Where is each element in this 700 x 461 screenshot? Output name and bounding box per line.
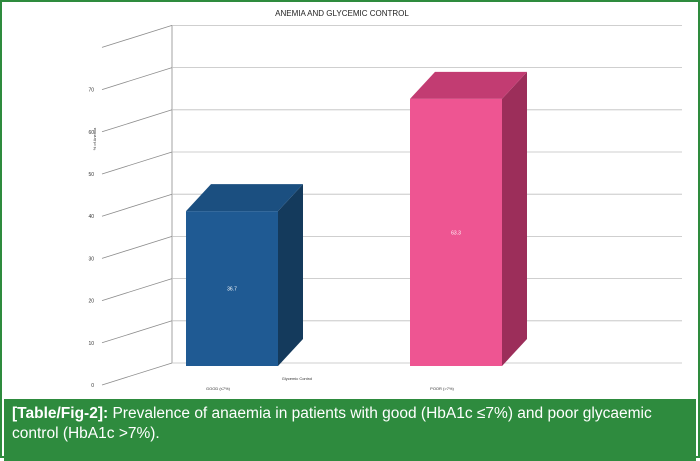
gridline-diagonal — [101, 362, 173, 386]
bar-layer: 36.7 GOOD (≤7%) 63.3 POOR (>7%) — [186, 71, 527, 391]
figure-caption: [Table/Fig-2]: Prevalence of anaemia in … — [4, 399, 696, 461]
y-tick-label: 10 — [88, 341, 94, 347]
x-tick-label: GOOD (≤7%) — [206, 386, 231, 391]
bar-chart: 0 10 20 30 40 50 60 70 36.7 GOOD (≤7%) 63.3 POOR (… — [88, 9, 682, 391]
chart-area: 0 10 20 30 40 50 60 70 36.7 GOOD (≤7%) 63.3 POOR (… — [4, 4, 696, 399]
bar-value-label: 36.7 — [227, 287, 237, 293]
gridline-diagonal — [101, 278, 173, 301]
y-tick-label: 20 — [88, 299, 94, 305]
gridline-diagonal — [101, 236, 173, 259]
gridline-diagonal — [101, 151, 173, 175]
y-tick-label: 30 — [88, 256, 94, 262]
gridline-diagonal — [101, 193, 173, 217]
y-tick-label: 0 — [91, 383, 94, 389]
y-tick-label: 70 — [88, 88, 94, 94]
y-tick-label: 40 — [88, 214, 94, 220]
x-axis-label: Glycemic Control — [282, 376, 313, 381]
bar-side — [502, 71, 527, 367]
y-axis-label: % of Anemia — [92, 127, 97, 150]
chart-title: ANEMIA AND GLYCEMIC CONTROL — [275, 9, 409, 18]
bar-side — [278, 184, 303, 366]
bar-top — [186, 184, 303, 212]
gridline-diagonal — [101, 67, 173, 90]
gridline-diagonal — [101, 109, 173, 133]
bar — [186, 211, 278, 366]
y-tick-label: 50 — [88, 172, 94, 178]
bar-top — [410, 71, 527, 99]
caption-text: Prevalence of anaemia in patients with g… — [12, 405, 652, 442]
axis-layer: 0 10 20 30 40 50 60 70 — [88, 88, 94, 389]
x-tick-label: POOR (>7%) — [430, 386, 454, 391]
bar-value-label: 63.3 — [451, 230, 461, 236]
gridline-diagonal — [101, 25, 173, 48]
bar — [410, 98, 502, 367]
caption-tag: [Table/Fig-2]: — [12, 405, 109, 422]
y-tick-label: 60 — [88, 130, 94, 136]
gridline-diagonal — [101, 320, 173, 344]
